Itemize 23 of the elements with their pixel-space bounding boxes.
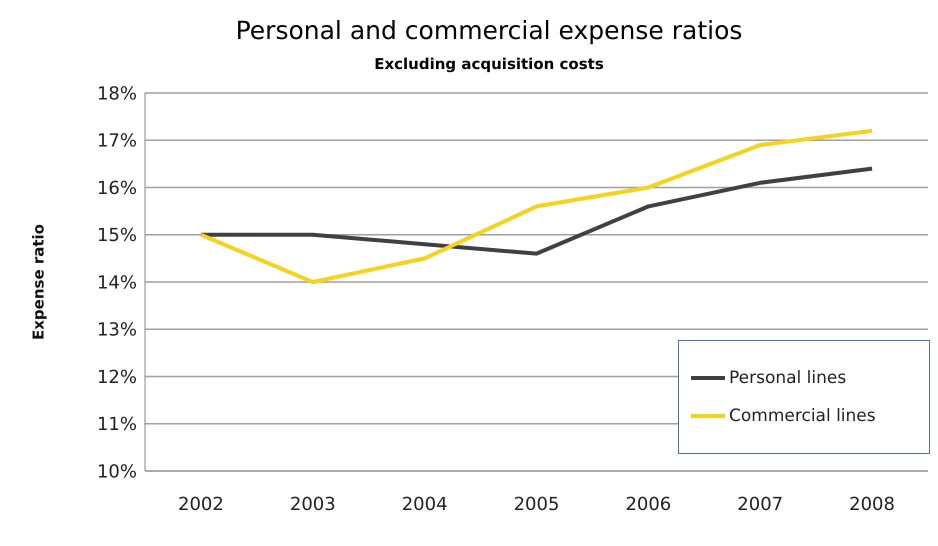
y-axis-title: Expense ratio <box>29 224 48 340</box>
x-tick-label: 2007 <box>737 494 784 515</box>
y-tick-label: 13% <box>96 320 137 341</box>
x-tick-label: 2008 <box>849 494 895 515</box>
x-tick-label: 2003 <box>290 494 336 515</box>
line-series <box>198 128 874 284</box>
x-tick-label: 2005 <box>514 494 560 515</box>
y-tick-label: 11% <box>96 414 137 436</box>
x-tick-label: 2002 <box>178 494 224 515</box>
y-tick-label: 12% <box>96 366 137 388</box>
chart-subtitle: Excluding acquisition costs <box>373 55 605 73</box>
line-series <box>198 166 874 256</box>
y-tick-label: 14% <box>96 272 137 294</box>
y-tick-label: 18% <box>96 83 137 104</box>
y-tick-label: 15% <box>96 225 137 246</box>
legend-label: Personal lines <box>729 367 846 390</box>
legend-label: Commercial lines <box>729 405 876 428</box>
y-tick-label: 16% <box>96 178 137 199</box>
y-tick-label: 10% <box>96 461 137 482</box>
y-tick-label: 17% <box>96 130 137 152</box>
x-tick-label: 2004 <box>402 494 448 515</box>
chart-title: Personal and commercial expense ratios <box>234 15 744 45</box>
x-tick-label: 2006 <box>625 494 672 515</box>
